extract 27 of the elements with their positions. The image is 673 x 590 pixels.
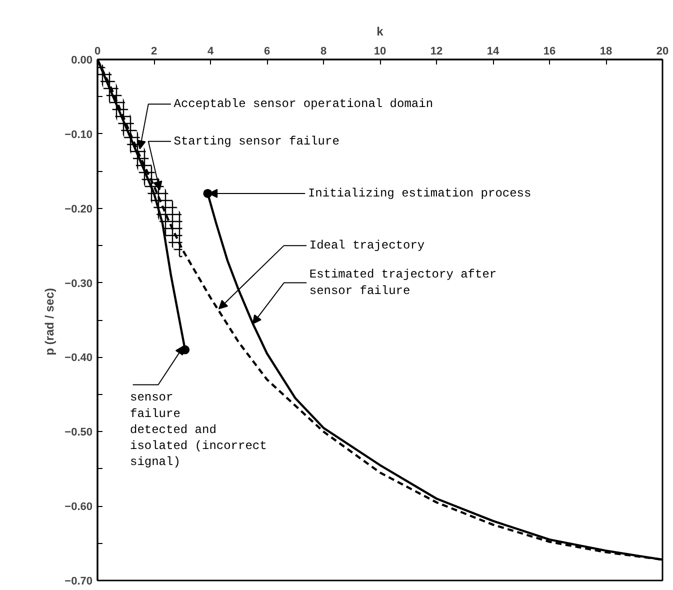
x-tick-label: 2 <box>150 46 158 58</box>
annotation: Estimated trajectory after sensor failure <box>309 268 497 298</box>
x-tick-label: 4 <box>207 46 214 58</box>
y-tick-label: −0.70 <box>64 576 93 588</box>
annotation: sensor failure detected and isolated (incorrect signal) <box>130 390 267 470</box>
annotation: Ideal trajectory <box>309 238 425 253</box>
x-tick-label: 10 <box>374 46 386 58</box>
x-tick-label: 12 <box>430 46 443 58</box>
annotation: Initializing estimation process <box>308 186 532 200</box>
annotation: Starting sensor failure <box>174 134 340 148</box>
y-tick-label: −0.10 <box>64 128 93 141</box>
y-tick-label: −0.20 <box>64 203 93 216</box>
y-tick-label: −0.60 <box>64 501 93 514</box>
x-tick-label: 14 <box>486 46 500 58</box>
y-tick-label: 0.00 <box>71 54 93 66</box>
x-tick-label: 0 <box>94 46 101 58</box>
x-tick-label: 16 <box>543 46 556 58</box>
x-tick-label: 20 <box>656 46 669 58</box>
x-axis-title: k <box>376 24 384 38</box>
y-tick-label: −0.30 <box>64 278 93 290</box>
y-tick-label: −0.50 <box>64 426 93 439</box>
y-axis-title: p (rad / sec) <box>42 288 57 356</box>
x-tick-label: 18 <box>600 46 612 58</box>
annotation: Acceptable sensor operational domain <box>174 97 434 112</box>
x-tick-label: 6 <box>264 46 270 58</box>
x-tick-label: 8 <box>320 46 327 58</box>
y-tick-label: −0.40 <box>64 352 93 364</box>
